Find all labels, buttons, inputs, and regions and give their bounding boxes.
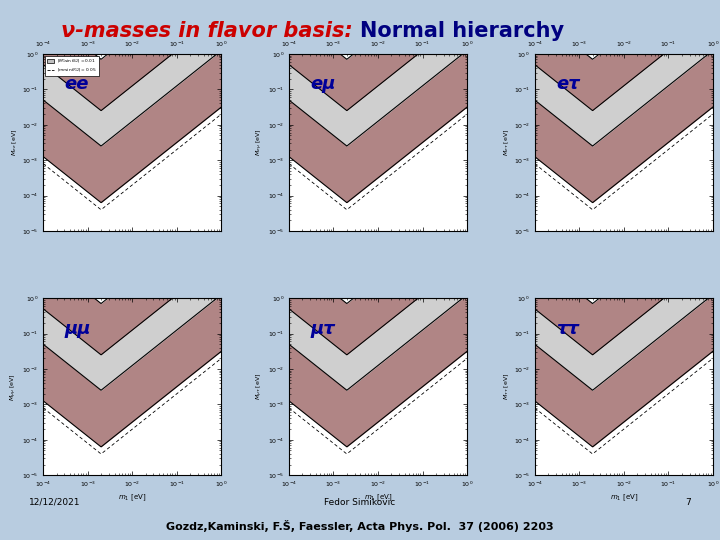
- Text: Normal hierarchy: Normal hierarchy: [360, 21, 564, 41]
- Text: 7: 7: [685, 498, 691, 507]
- Y-axis label: $M_{\mu\mu}$ [eV]: $M_{\mu\mu}$ [eV]: [9, 373, 19, 401]
- Y-axis label: $M_{e\tau}$ [eV]: $M_{e\tau}$ [eV]: [502, 129, 511, 156]
- Text: μμ: μμ: [65, 320, 91, 338]
- X-axis label: $m_1$ [eV]: $m_1$ [eV]: [118, 492, 146, 503]
- Y-axis label: $M_{\tau\tau}$ [eV]: $M_{\tau\tau}$ [eV]: [502, 373, 511, 400]
- Y-axis label: $M_{\mu\tau}$ [eV]: $M_{\mu\tau}$ [eV]: [255, 373, 265, 401]
- Text: ee: ee: [65, 76, 89, 93]
- Text: Gozdz,Kaminski, F.Š, Faessler, Acta Phys. Pol.  37 (2006) 2203: Gozdz,Kaminski, F.Š, Faessler, Acta Phys…: [166, 521, 554, 532]
- Text: eμ: eμ: [310, 76, 336, 93]
- Y-axis label: $M_{e\mu}$ [eV]: $M_{e\mu}$ [eV]: [255, 129, 265, 156]
- X-axis label: $m_1$ [eV]: $m_1$ [eV]: [364, 492, 392, 503]
- Y-axis label: $M_{ee}$ [eV]: $M_{ee}$ [eV]: [11, 129, 19, 156]
- Text: Fedor Simikovic: Fedor Simikovic: [325, 498, 395, 507]
- Text: eτ: eτ: [556, 76, 580, 93]
- X-axis label: $m_1$ [eV]: $m_1$ [eV]: [610, 492, 638, 503]
- Legend: $|M_1\sin\theta_{12}|{=}0.01$, $|m_e\sin\theta_{12}|{=}0.05$: $|M_1\sin\theta_{12}|{=}0.01$, $|m_e\sin…: [45, 56, 99, 76]
- Text: 12/12/2021: 12/12/2021: [29, 498, 81, 507]
- Text: μτ: μτ: [310, 320, 335, 338]
- Text: ττ: ττ: [556, 320, 579, 338]
- Text: ν-masses in flavor basis:: ν-masses in flavor basis:: [61, 21, 360, 41]
